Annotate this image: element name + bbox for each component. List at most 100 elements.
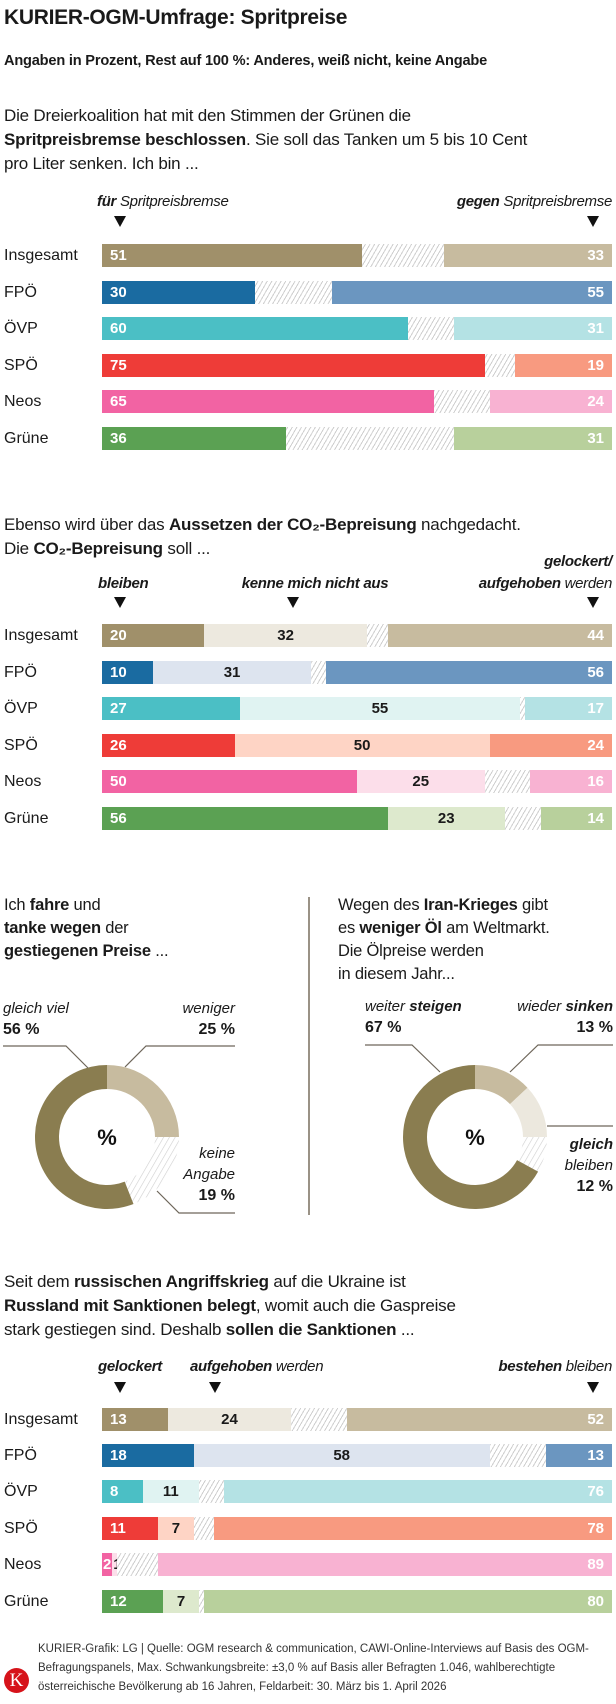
bar-value-label: 58 bbox=[333, 1447, 351, 1464]
donut-slice-label: weiter steigen 67 % bbox=[365, 996, 462, 1038]
bar-value-label: 55 bbox=[371, 700, 389, 717]
bold-text: gestiegenen Preise bbox=[4, 942, 151, 960]
row-label: Grüne bbox=[4, 810, 49, 827]
bar-segment bbox=[153, 661, 312, 684]
bar-segment bbox=[545, 1444, 612, 1467]
row-label: Grüne bbox=[4, 1593, 49, 1610]
bar-value-label: 23 bbox=[437, 810, 455, 827]
bar-value-label: 32 bbox=[277, 627, 294, 644]
text: ... bbox=[150, 942, 169, 960]
bar-value-label: 26 bbox=[110, 737, 127, 754]
bar-segment bbox=[453, 427, 612, 450]
bar-segment bbox=[102, 281, 255, 304]
donut-slice-label: gleich viel 56 % bbox=[3, 998, 69, 1040]
bar-segment bbox=[102, 427, 286, 450]
bar-segment bbox=[224, 1480, 612, 1503]
bar-segment bbox=[102, 697, 240, 720]
leader-line bbox=[3, 1045, 89, 1069]
bar-value-label: 52 bbox=[587, 1411, 604, 1428]
bar-segment-rest bbox=[367, 624, 388, 647]
bar-segment bbox=[489, 734, 612, 757]
label-text: wieder sinken bbox=[517, 998, 613, 1015]
question-sanktionen: Seit dem russischen Angriffskrieg auf di… bbox=[4, 1270, 456, 1342]
text: werden bbox=[272, 1358, 324, 1375]
bar-value-label: 13 bbox=[587, 1447, 604, 1464]
kurier-logo: K bbox=[4, 1668, 29, 1693]
leader-line bbox=[509, 1044, 613, 1073]
text: Die bbox=[4, 539, 34, 558]
bar-value-label: 20 bbox=[110, 627, 127, 644]
bar-value-label: 11 bbox=[162, 1483, 179, 1500]
percent-value: 56 % bbox=[3, 1021, 40, 1038]
graphic-subtitle: Angaben in Prozent, Rest auf 100 %: Ande… bbox=[4, 53, 488, 69]
down-arrow-icon bbox=[587, 216, 599, 227]
text: Wegen des bbox=[338, 896, 424, 914]
bold-text: kenne mich nicht aus bbox=[241, 575, 389, 592]
text: Spritpreisbremse bbox=[116, 193, 229, 210]
question-line: Russland mit Sanktionen belegt, womit au… bbox=[4, 1294, 456, 1318]
donut-slice bbox=[509, 1087, 547, 1137]
question-line: es weniger Öl am Weltmarkt. bbox=[338, 917, 550, 940]
text: bleiben bbox=[561, 1358, 613, 1375]
bar-value-label: 55 bbox=[587, 284, 604, 301]
donut-center-label: % bbox=[97, 1125, 117, 1150]
percent-value: 19 % bbox=[198, 1187, 235, 1204]
row-label: ÖVP bbox=[4, 700, 38, 717]
donut-slice bbox=[124, 1137, 179, 1204]
bar-segment bbox=[102, 624, 204, 647]
source-footer: KURIER-Grafik: LG | Quelle: OGM research… bbox=[38, 1643, 589, 1693]
bar-value-label: 80 bbox=[587, 1593, 604, 1610]
label-line: weniger bbox=[182, 998, 235, 1019]
down-arrow-icon bbox=[209, 1382, 221, 1393]
bold-text: aufgehoben bbox=[190, 1358, 272, 1375]
donut-slice-label: wieder sinken 13 % bbox=[517, 996, 613, 1038]
bar-segment-rest bbox=[484, 770, 531, 793]
bar-value-label: 24 bbox=[587, 393, 604, 410]
row-label: FPÖ bbox=[4, 664, 37, 681]
question-line: pro Liter senken. Ich bin ... bbox=[4, 152, 527, 176]
percent-value: 13 % bbox=[576, 1019, 613, 1036]
bar-segment-rest bbox=[484, 354, 516, 377]
question-line: Die CO₂-Bepreisung soll ... bbox=[4, 537, 521, 561]
text: Die Dreierkoalition hat mit den Stimmen … bbox=[4, 106, 411, 125]
bar-value-label: 18 bbox=[110, 1447, 127, 1464]
label-text: weniger bbox=[182, 1000, 235, 1017]
text: Ich bbox=[4, 896, 30, 914]
question-oelpreise: Wegen des Iran-Krieges gibt es weniger Öl… bbox=[338, 894, 550, 986]
text: der bbox=[100, 919, 129, 937]
bar-segment-rest bbox=[255, 281, 332, 304]
column-divider bbox=[308, 897, 310, 1215]
bold-text: gegen bbox=[456, 193, 500, 210]
bar-segment bbox=[331, 281, 612, 304]
bar-segment bbox=[142, 1480, 199, 1503]
bar-value-label: 78 bbox=[587, 1520, 604, 1537]
row-label: FPÖ bbox=[4, 1447, 37, 1464]
row-label: Neos bbox=[4, 773, 42, 790]
bar-segment bbox=[102, 354, 485, 377]
text: Spritpreisbremse bbox=[499, 193, 612, 210]
row-label: SPÖ bbox=[4, 737, 38, 754]
bold-text: gelockert/ bbox=[544, 553, 612, 570]
bar-segment bbox=[102, 390, 434, 413]
bar-value-label: 51 bbox=[110, 247, 127, 264]
bar-value-label: 31 bbox=[587, 430, 604, 447]
bar-value-label: 8 bbox=[110, 1483, 119, 1500]
series-header: gelockert bbox=[98, 1358, 162, 1375]
text: bleiben bbox=[564, 1157, 613, 1174]
bar-segment-rest bbox=[408, 317, 454, 340]
text: und bbox=[69, 896, 101, 914]
row-label: ÖVP bbox=[4, 320, 38, 337]
bar-segment bbox=[102, 770, 357, 793]
bar-value-label: 24 bbox=[221, 1411, 238, 1428]
label-line: Angabe bbox=[183, 1164, 235, 1185]
series-header: gelockert/ bbox=[544, 553, 612, 570]
bar-value-label: 36 bbox=[110, 430, 127, 447]
bar-value-label: 30 bbox=[110, 284, 127, 301]
bar-value-label: 7 bbox=[176, 1593, 186, 1610]
label-text: bleiben bbox=[565, 1157, 613, 1174]
text: pro Liter senken. Ich bin ... bbox=[4, 154, 199, 173]
donut-center-label: % bbox=[465, 1125, 485, 1150]
bar-value-label: 25 bbox=[412, 773, 430, 790]
bar-value-label: 2 bbox=[103, 1556, 112, 1573]
row-label: Neos bbox=[4, 1556, 42, 1573]
